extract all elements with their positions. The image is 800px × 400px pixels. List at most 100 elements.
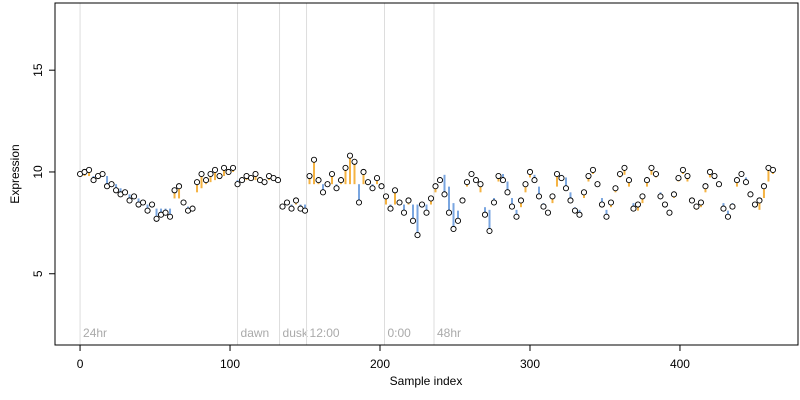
- x-tick-label: 100: [220, 357, 240, 371]
- point: [108, 181, 115, 188]
- y-tick-label: 5: [31, 270, 45, 277]
- point: [288, 205, 295, 212]
- point: [522, 181, 529, 188]
- point: [351, 158, 358, 165]
- point: [531, 177, 538, 184]
- point: [567, 197, 574, 204]
- point: [630, 205, 637, 212]
- point: [481, 211, 489, 218]
- point: [607, 199, 615, 206]
- point: [342, 164, 349, 171]
- point: [688, 197, 696, 204]
- point: [225, 168, 232, 176]
- point: [693, 203, 700, 210]
- point: [670, 191, 678, 198]
- point: [148, 201, 156, 208]
- point: [112, 187, 120, 194]
- point: [756, 197, 763, 204]
- point: [490, 199, 498, 206]
- point: [747, 191, 754, 198]
- point: [558, 175, 565, 182]
- point: [279, 203, 286, 210]
- point: [720, 205, 727, 212]
- point: [216, 172, 223, 180]
- point: [486, 227, 493, 235]
- point: [571, 207, 579, 214]
- point: [445, 209, 453, 216]
- point: [202, 177, 210, 184]
- point: [751, 201, 759, 208]
- point: [346, 152, 354, 159]
- point: [423, 209, 430, 216]
- point: [90, 177, 97, 184]
- point: [648, 164, 655, 171]
- point: [612, 185, 619, 192]
- point: [166, 213, 174, 220]
- marker-label: dusk: [283, 326, 309, 340]
- point: [580, 189, 588, 196]
- plot-frame: [54, 2, 799, 346]
- x-tick-label: 0: [77, 357, 84, 371]
- point: [373, 175, 381, 182]
- point: [603, 213, 610, 220]
- point: [301, 207, 309, 214]
- point: [319, 189, 327, 196]
- x-tick-label: 200: [370, 357, 390, 371]
- point: [657, 193, 664, 200]
- point: [625, 177, 633, 184]
- marker-label: 0:00: [388, 326, 412, 340]
- point: [405, 197, 412, 204]
- point: [274, 177, 282, 184]
- point: [328, 170, 336, 178]
- point: [472, 177, 480, 184]
- point: [85, 166, 93, 173]
- point: [337, 177, 345, 184]
- point: [549, 193, 556, 200]
- point: [513, 213, 520, 220]
- point: [724, 213, 732, 220]
- point: [675, 175, 682, 182]
- point: [418, 201, 426, 208]
- point: [193, 179, 201, 186]
- point: [315, 177, 322, 184]
- point: [468, 170, 475, 178]
- point: [621, 164, 628, 171]
- point: [697, 199, 705, 206]
- point: [526, 168, 534, 176]
- point: [639, 193, 646, 200]
- point: [495, 172, 502, 180]
- point: [198, 170, 205, 178]
- point: [126, 197, 133, 204]
- x-tick-label: 300: [520, 357, 540, 371]
- point: [702, 183, 709, 190]
- point: [175, 183, 183, 190]
- point: [382, 193, 390, 200]
- point: [211, 166, 219, 173]
- point: [508, 203, 516, 210]
- point: [189, 205, 196, 212]
- point: [553, 170, 561, 178]
- point: [535, 193, 543, 200]
- point: [585, 172, 592, 180]
- point: [616, 170, 624, 178]
- point: [459, 197, 466, 204]
- point: [589, 166, 597, 173]
- point: [238, 177, 246, 184]
- point: [369, 185, 376, 192]
- point: [679, 166, 687, 173]
- point: [441, 191, 448, 198]
- point: [220, 164, 228, 171]
- marker-label: 48hr: [437, 326, 461, 340]
- point: [477, 181, 484, 188]
- point: [504, 189, 511, 196]
- x-axis-label: Sample index: [390, 374, 463, 388]
- point: [153, 215, 160, 222]
- point: [130, 193, 138, 200]
- point: [234, 181, 241, 188]
- marker-label: 24hr: [83, 326, 107, 340]
- point: [396, 199, 403, 206]
- point: [738, 170, 745, 178]
- point: [499, 177, 507, 184]
- point: [162, 209, 169, 216]
